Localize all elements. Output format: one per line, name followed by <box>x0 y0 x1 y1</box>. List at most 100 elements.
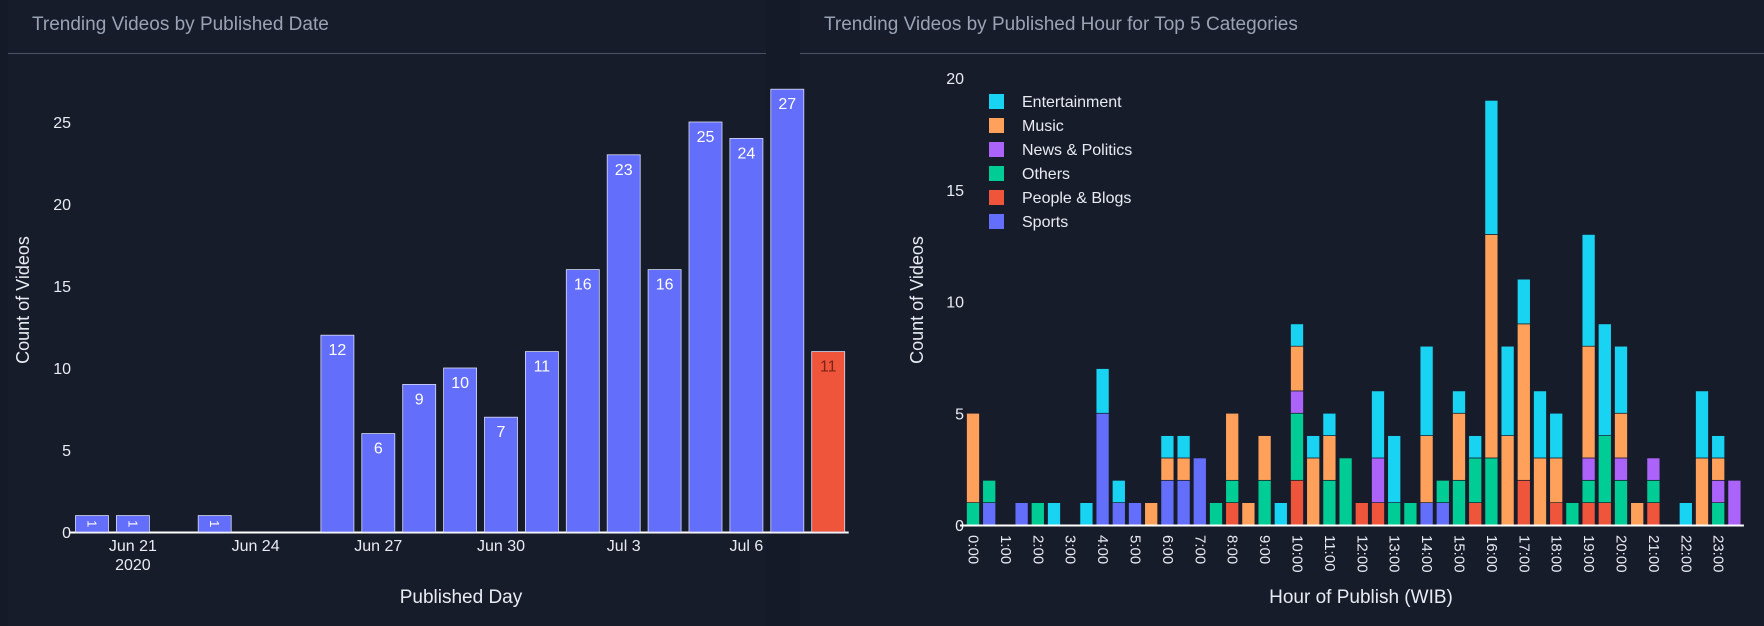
bar-value-label: 11 <box>534 359 551 376</box>
date-bar <box>443 367 478 533</box>
bar-value-label: 9 <box>415 391 424 408</box>
x-tick-label: 1:00 <box>997 535 1014 564</box>
stack-segment-music <box>1160 457 1175 481</box>
date-bar <box>402 383 437 533</box>
stack-segment-people-blogs <box>1516 479 1531 526</box>
y-axis-title: Count of Videos <box>13 236 33 364</box>
stack-segment-others <box>1030 502 1045 526</box>
x-tick-label: Jun 30 <box>477 538 525 555</box>
legend-swatch <box>989 94 1004 109</box>
stack-segment-music <box>1711 457 1726 481</box>
stack-segment-sports <box>1128 502 1142 526</box>
stack-segment-others <box>1646 479 1661 503</box>
stack-segment-others <box>982 479 997 503</box>
legend-swatch <box>989 190 1004 205</box>
stack-segment-others <box>1565 502 1580 526</box>
stack-segment-others <box>1225 479 1240 503</box>
stack-segment-news-politics <box>1727 479 1742 526</box>
stack-segment-entertainment <box>1500 345 1515 436</box>
stack-segment-music <box>1549 457 1564 504</box>
bar-value-label: 24 <box>738 145 756 162</box>
stack-segment-music <box>1581 345 1596 459</box>
bar-value-label: 23 <box>615 162 633 179</box>
date-bar <box>647 269 682 533</box>
stack-segment-news-politics <box>1614 457 1628 481</box>
bar-value-label: 16 <box>656 277 674 294</box>
stack-segment-others <box>1468 457 1483 504</box>
stack-segment-others <box>1338 457 1353 526</box>
stack-segment-others <box>1581 479 1596 503</box>
stack-segment-others <box>1452 479 1466 526</box>
stack-segment-entertainment <box>1581 234 1596 347</box>
stack-segment-others <box>1403 502 1418 526</box>
stack-segment-music <box>1225 412 1240 481</box>
date-bar <box>75 515 109 533</box>
stack-segment-news-politics <box>1711 479 1726 503</box>
right-panel-divider <box>800 53 1764 54</box>
x-tick-label: 14:00 <box>1418 535 1435 573</box>
bar-value-label: 1 <box>125 520 140 527</box>
stack-segment-people-blogs <box>1549 502 1564 526</box>
stack-segment-music <box>1452 412 1466 481</box>
stack-segment-entertainment <box>1322 412 1337 436</box>
x-tick-label: 9:00 <box>1256 535 1273 564</box>
stack-segment-entertainment <box>1079 502 1094 526</box>
bar-value-label: 7 <box>497 424 506 441</box>
x-tick-label: 10:00 <box>1289 535 1306 573</box>
stack-segment-music <box>1533 457 1547 526</box>
stack-segment-people-blogs <box>1371 502 1385 526</box>
date-bar <box>688 121 723 533</box>
stack-segment-entertainment <box>1614 345 1628 414</box>
x-tick-label: 7:00 <box>1191 535 1208 564</box>
legend-label: Entertainment <box>1022 94 1122 111</box>
stack-segment-music <box>1614 412 1628 459</box>
stack-segment-others <box>1209 502 1223 526</box>
stack-segment-people-blogs <box>1225 502 1240 526</box>
stack-segment-entertainment <box>1111 479 1126 503</box>
stack-segment-music <box>1695 457 1709 526</box>
legend-swatch <box>989 142 1004 157</box>
stack-segment-people-blogs <box>1646 502 1661 526</box>
bar-value-label: 10 <box>451 375 469 392</box>
x-tick-label: 12:00 <box>1353 535 1370 573</box>
stack-segment-sports <box>1014 502 1029 526</box>
date-bar <box>320 334 355 533</box>
y-tick-label: 15 <box>53 279 71 296</box>
y-tick-label: 20 <box>946 71 964 88</box>
date-bar <box>484 416 518 533</box>
y-tick-label: 0 <box>955 518 964 535</box>
stack-segment-others <box>1435 479 1450 503</box>
legend-label: People & Blogs <box>1022 190 1131 207</box>
stack-segment-others <box>1290 412 1304 481</box>
x-tick-label: 6:00 <box>1159 535 1176 564</box>
stack-segment-people-blogs <box>1468 502 1483 526</box>
stack-segment-people-blogs <box>1597 502 1612 526</box>
x-tick-label: Jul 6 <box>730 538 764 555</box>
stack-segment-music <box>966 412 980 504</box>
bar-value-label: 16 <box>574 277 592 294</box>
stack-segment-music <box>1241 502 1256 526</box>
x-tick-label: 5:00 <box>1127 535 1144 564</box>
date-bar <box>770 88 805 533</box>
stack-segment-music <box>1176 457 1191 481</box>
y-tick-label: 5 <box>62 443 71 460</box>
y-tick-label: 25 <box>53 115 71 132</box>
stack-segment-entertainment <box>1516 278 1531 325</box>
stack-segment-entertainment <box>1549 412 1564 459</box>
stack-segment-entertainment <box>1695 390 1709 459</box>
stack-segment-entertainment <box>1711 435 1726 459</box>
date-bar <box>606 154 641 533</box>
stack-segment-sports <box>1095 412 1110 526</box>
date-bar <box>197 515 232 533</box>
stack-segment-people-blogs <box>1354 502 1369 526</box>
x-tick-label: 21:00 <box>1645 535 1662 573</box>
legend-label: Others <box>1022 166 1070 183</box>
x-tick-label: Jun 24 <box>232 538 280 555</box>
stack-segment-others <box>1484 457 1499 526</box>
legend-label: Sports <box>1022 214 1068 231</box>
stack-segment-people-blogs <box>1581 502 1596 526</box>
stack-segment-others <box>1257 479 1272 526</box>
bar-value-label: 27 <box>778 96 796 113</box>
date-bar <box>811 351 846 533</box>
